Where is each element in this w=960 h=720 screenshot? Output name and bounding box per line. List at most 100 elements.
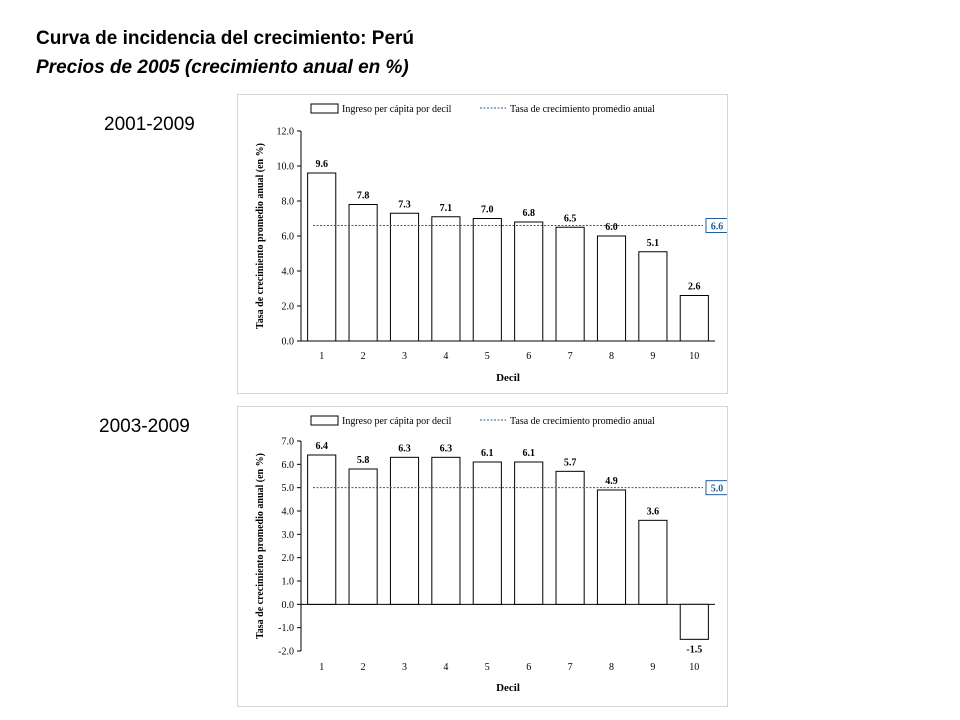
bar-value-label: 6.4 [315, 441, 328, 452]
bar [307, 172, 337, 342]
bar-value-label: 6.1 [481, 448, 494, 459]
x-tick-label: 9 [650, 351, 655, 362]
bar-value-label: 9.6 [315, 159, 328, 170]
x-tick-label: 9 [650, 662, 655, 673]
bar [472, 461, 502, 605]
bar [472, 218, 502, 342]
bar [389, 456, 420, 605]
x-tick-label: 6 [526, 351, 531, 362]
bar-value-label: 5.8 [357, 455, 370, 466]
bar [307, 454, 337, 605]
bar-value-label: 6.3 [440, 443, 453, 454]
legend: Ingreso per cápita por decil Tasa de crec… [310, 415, 655, 427]
y-tick-label: -2.0 [278, 647, 294, 658]
bar [431, 456, 461, 605]
bar-value-label: 7.1 [440, 203, 453, 214]
bar [514, 221, 544, 342]
bar [679, 295, 709, 342]
y-tick-label: 8.0 [282, 197, 295, 208]
legend-line-label: Tasa de crecimiento promedio anual [510, 104, 655, 115]
y-tick-label: 4.0 [282, 267, 295, 278]
x-tick-label: 10 [689, 662, 699, 673]
average-label: 6.6 [711, 222, 724, 233]
bar-value-label: -1.5 [686, 644, 702, 655]
bar-value-label: 7.0 [481, 205, 494, 216]
x-axis-title: Decil [496, 372, 520, 384]
x-tick-label: 3 [402, 662, 407, 673]
x-tick-label: 3 [402, 351, 407, 362]
bar-value-label: 6.5 [564, 213, 577, 224]
period-label-2001-2009: 2001-2009 [104, 114, 195, 135]
legend-bar-label: Ingreso per cápita por decil [342, 416, 452, 427]
y-tick-label: 0.0 [282, 600, 295, 611]
y-tick-label: 7.0 [282, 437, 295, 448]
x-tick-label: 7 [568, 351, 573, 362]
x-tick-label: 1 [319, 351, 324, 362]
x-tick-label: 1 [319, 662, 324, 673]
bar [638, 519, 668, 605]
x-tick-label: 8 [609, 351, 614, 362]
y-tick-label: 6.0 [282, 232, 295, 243]
x-tick-label: 4 [443, 662, 448, 673]
bar [431, 216, 461, 342]
legend-line-label: Tasa de crecimiento promedio anual [510, 416, 655, 427]
bar [348, 204, 378, 342]
bar-value-label: 5.7 [564, 457, 577, 468]
bar-value-label: 4.9 [605, 476, 618, 487]
y-tick-label: 0.0 [282, 337, 295, 348]
y-tick-label: 10.0 [277, 162, 295, 173]
average-label: 5.0 [711, 484, 724, 495]
bar [679, 603, 709, 640]
legend-bar-swatch [310, 103, 339, 114]
y-tick-label: 6.0 [282, 460, 295, 471]
y-axis-title: Tasa de crecimiento promedio anual (en %… [255, 453, 266, 639]
bar [596, 489, 627, 605]
average-label-box [705, 480, 727, 496]
page-title: Curva de incidencia del crecimiento: Per… [36, 28, 415, 49]
y-tick-label: 4.0 [282, 507, 295, 518]
y-tick-label: -1.0 [278, 623, 294, 634]
y-tick-label: 2.0 [282, 553, 295, 564]
bar-value-label: 6.3 [398, 443, 411, 454]
bar-value-label: 5.1 [647, 238, 660, 249]
legend-bar-swatch [310, 415, 339, 426]
chart-panel-2003-2009: Ingreso per cápita por decil Tasa de crec… [237, 406, 728, 707]
period-label-2003-2009: 2003-2009 [99, 416, 190, 437]
bar [638, 251, 668, 342]
x-tick-label: 8 [609, 662, 614, 673]
bar-value-label: 7.3 [398, 199, 411, 210]
y-tick-label: 3.0 [282, 530, 295, 541]
y-tick-label: 1.0 [282, 577, 295, 588]
y-tick-label: 12.0 [277, 127, 295, 138]
chart-panel-2001-2009: Ingreso per cápita por decil Tasa de crec… [237, 94, 728, 394]
bar [555, 470, 585, 605]
average-label-box [705, 218, 727, 233]
x-tick-label: 6 [526, 662, 531, 673]
bar [555, 226, 585, 342]
x-tick-label: 7 [568, 662, 573, 673]
x-axis-title: Decil [496, 682, 520, 694]
chart-2001-2009: Ingreso per cápita por decil Tasa de crec… [255, 103, 727, 384]
bar [348, 468, 378, 605]
bar [389, 212, 420, 342]
bar-value-label: 7.8 [357, 191, 370, 202]
legend-bar-label: Ingreso per cápita por decil [342, 104, 452, 115]
bar-value-label: 6.0 [605, 222, 618, 233]
x-tick-label: 2 [361, 351, 366, 362]
page-subtitle: Precios de 2005 (crecimiento anual en %) [36, 57, 409, 78]
bar [514, 461, 544, 605]
x-tick-label: 4 [443, 351, 448, 362]
y-axis-title: Tasa de crecimiento promedio anual (en %… [255, 143, 266, 329]
bar-value-label: 6.8 [522, 208, 535, 219]
y-tick-label: 5.0 [282, 483, 295, 494]
x-tick-label: 5 [485, 662, 490, 673]
legend: Ingreso per cápita por decil Tasa de crec… [310, 103, 655, 115]
chart-2003-2009: Ingreso per cápita por decil Tasa de crec… [255, 415, 727, 694]
bar-value-label: 2.6 [688, 282, 701, 293]
y-tick-label: 2.0 [282, 302, 295, 313]
bar-value-label: 6.1 [522, 448, 535, 459]
bar [596, 235, 627, 342]
x-tick-label: 2 [361, 662, 366, 673]
x-tick-label: 10 [689, 351, 699, 362]
bar-value-label: 3.6 [647, 506, 660, 517]
